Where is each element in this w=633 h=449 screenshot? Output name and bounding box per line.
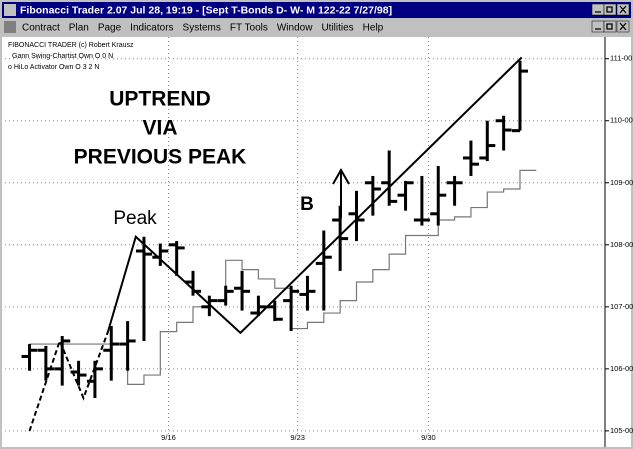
x-tick-label: 9/30 [421, 433, 436, 442]
y-tick-label: 110-00 [610, 116, 633, 125]
y-tick-label: 111-00 [610, 54, 632, 63]
menu-buttons[interactable] [591, 20, 630, 33]
menu-item[interactable]: Contract [22, 23, 60, 34]
title-buttons[interactable] [591, 3, 630, 16]
y-tick-label: 109-00 [610, 178, 633, 187]
menu-item[interactable]: Help [363, 23, 384, 34]
menu-bar [2, 19, 631, 35]
arrow [332, 167, 350, 218]
annotation: UPTREND [109, 88, 211, 111]
legend-item: Gann Swing-Chartist Own O 0 N [12, 53, 113, 60]
window-title: Fibonacci Trader 2.07 Jul 28, 19:19 - [S… [20, 4, 392, 16]
menu-item[interactable]: Page [98, 23, 122, 34]
y-tick-label: 107-00 [610, 302, 633, 311]
restore[interactable] [603, 3, 617, 16]
minimize[interactable] [591, 3, 605, 16]
hilo-activator [29, 169, 537, 385]
button-glyphs [595, 5, 627, 14]
menu-item[interactable]: Systems [183, 23, 221, 34]
title-bar [2, 2, 631, 18]
annotation: VIA [142, 117, 177, 140]
menu-item[interactable]: Indicators [130, 23, 173, 34]
legend-item: o HiLo Activator Own O 3 2 N [8, 64, 99, 71]
app-icon [4, 4, 16, 16]
x-tick-label: 9/23 [290, 433, 305, 442]
swing-line [107, 56, 523, 335]
menu-item[interactable]: Plan [69, 23, 89, 34]
menu: Contract Plan Page Indicators Systems FT Tool… [22, 23, 384, 34]
menu-item[interactable]: FT Tools [230, 23, 268, 34]
menu-item[interactable]: Utilities [321, 23, 353, 34]
x-tick-label: 9/16 [161, 433, 176, 442]
y-tick-label: 106-00 [610, 364, 633, 373]
doc-icon [4, 21, 16, 33]
annotation: PREVIOUS PEAK [74, 146, 247, 169]
chart-area [2, 37, 631, 447]
doc-minimize[interactable] [591, 20, 605, 33]
menu-item[interactable]: Window [277, 23, 313, 34]
doc-restore[interactable] [603, 20, 617, 33]
y-tick-label: 108-00 [610, 240, 633, 249]
plot: 105-00 106-00 107-00 108-00 109-00 110-00 111-… [5, 37, 633, 447]
legend-item: FIBONACCI TRADER (c) Robert Krausz [8, 42, 134, 49]
doc-button-glyphs [595, 22, 627, 31]
annotation: Peak [113, 208, 157, 229]
annotation: B [300, 194, 314, 215]
y-tick-label: 105-00 [610, 426, 633, 435]
